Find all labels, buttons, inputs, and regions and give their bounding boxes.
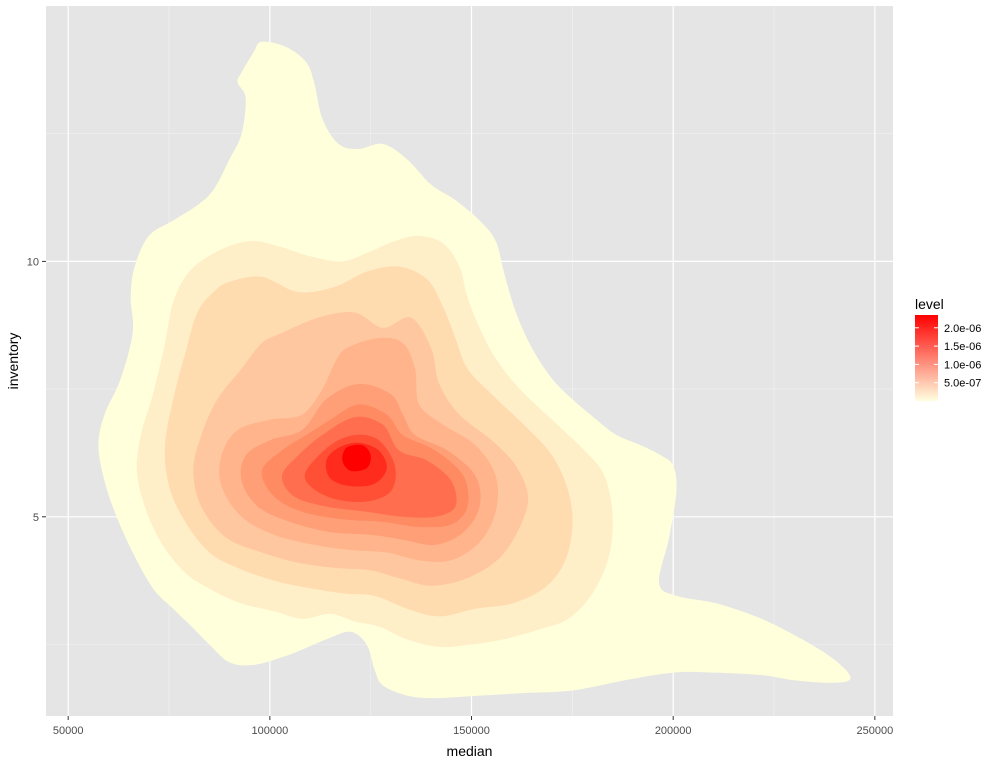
legend-label-0: 5.0e-07 xyxy=(944,378,981,390)
y-axis-title: inventory xyxy=(5,333,21,390)
legend-label-1: 1.0e-06 xyxy=(944,359,981,371)
legend-label-3: 2.0e-06 xyxy=(944,323,981,335)
x-tick-label-0: 50000 xyxy=(53,725,84,737)
legend-colorbar xyxy=(915,315,938,401)
y-tick-label-0: 5 xyxy=(33,512,39,524)
x-tick-label-4: 250000 xyxy=(856,725,893,737)
legend-title: level xyxy=(915,296,944,312)
x-axis: 50000 100000 150000 200000 250000 xyxy=(53,716,893,737)
density-level-11 xyxy=(342,444,371,472)
y-tick-label-1: 10 xyxy=(27,256,39,268)
x-axis-title: median xyxy=(447,743,493,759)
y-axis: 5 10 xyxy=(27,256,46,524)
density-contours xyxy=(98,41,851,699)
legend-label-2: 1.5e-06 xyxy=(944,341,981,353)
x-tick-label-3: 200000 xyxy=(655,725,692,737)
legend-breaks: 5.0e-07 1.0e-06 1.5e-06 2.0e-06 xyxy=(915,323,981,390)
x-tick-label-1: 100000 xyxy=(251,725,288,737)
legend: level 5.0e-07 1.0e-06 1.5e-06 2.0e-06 xyxy=(915,296,981,401)
x-tick-label-2: 150000 xyxy=(453,725,490,737)
